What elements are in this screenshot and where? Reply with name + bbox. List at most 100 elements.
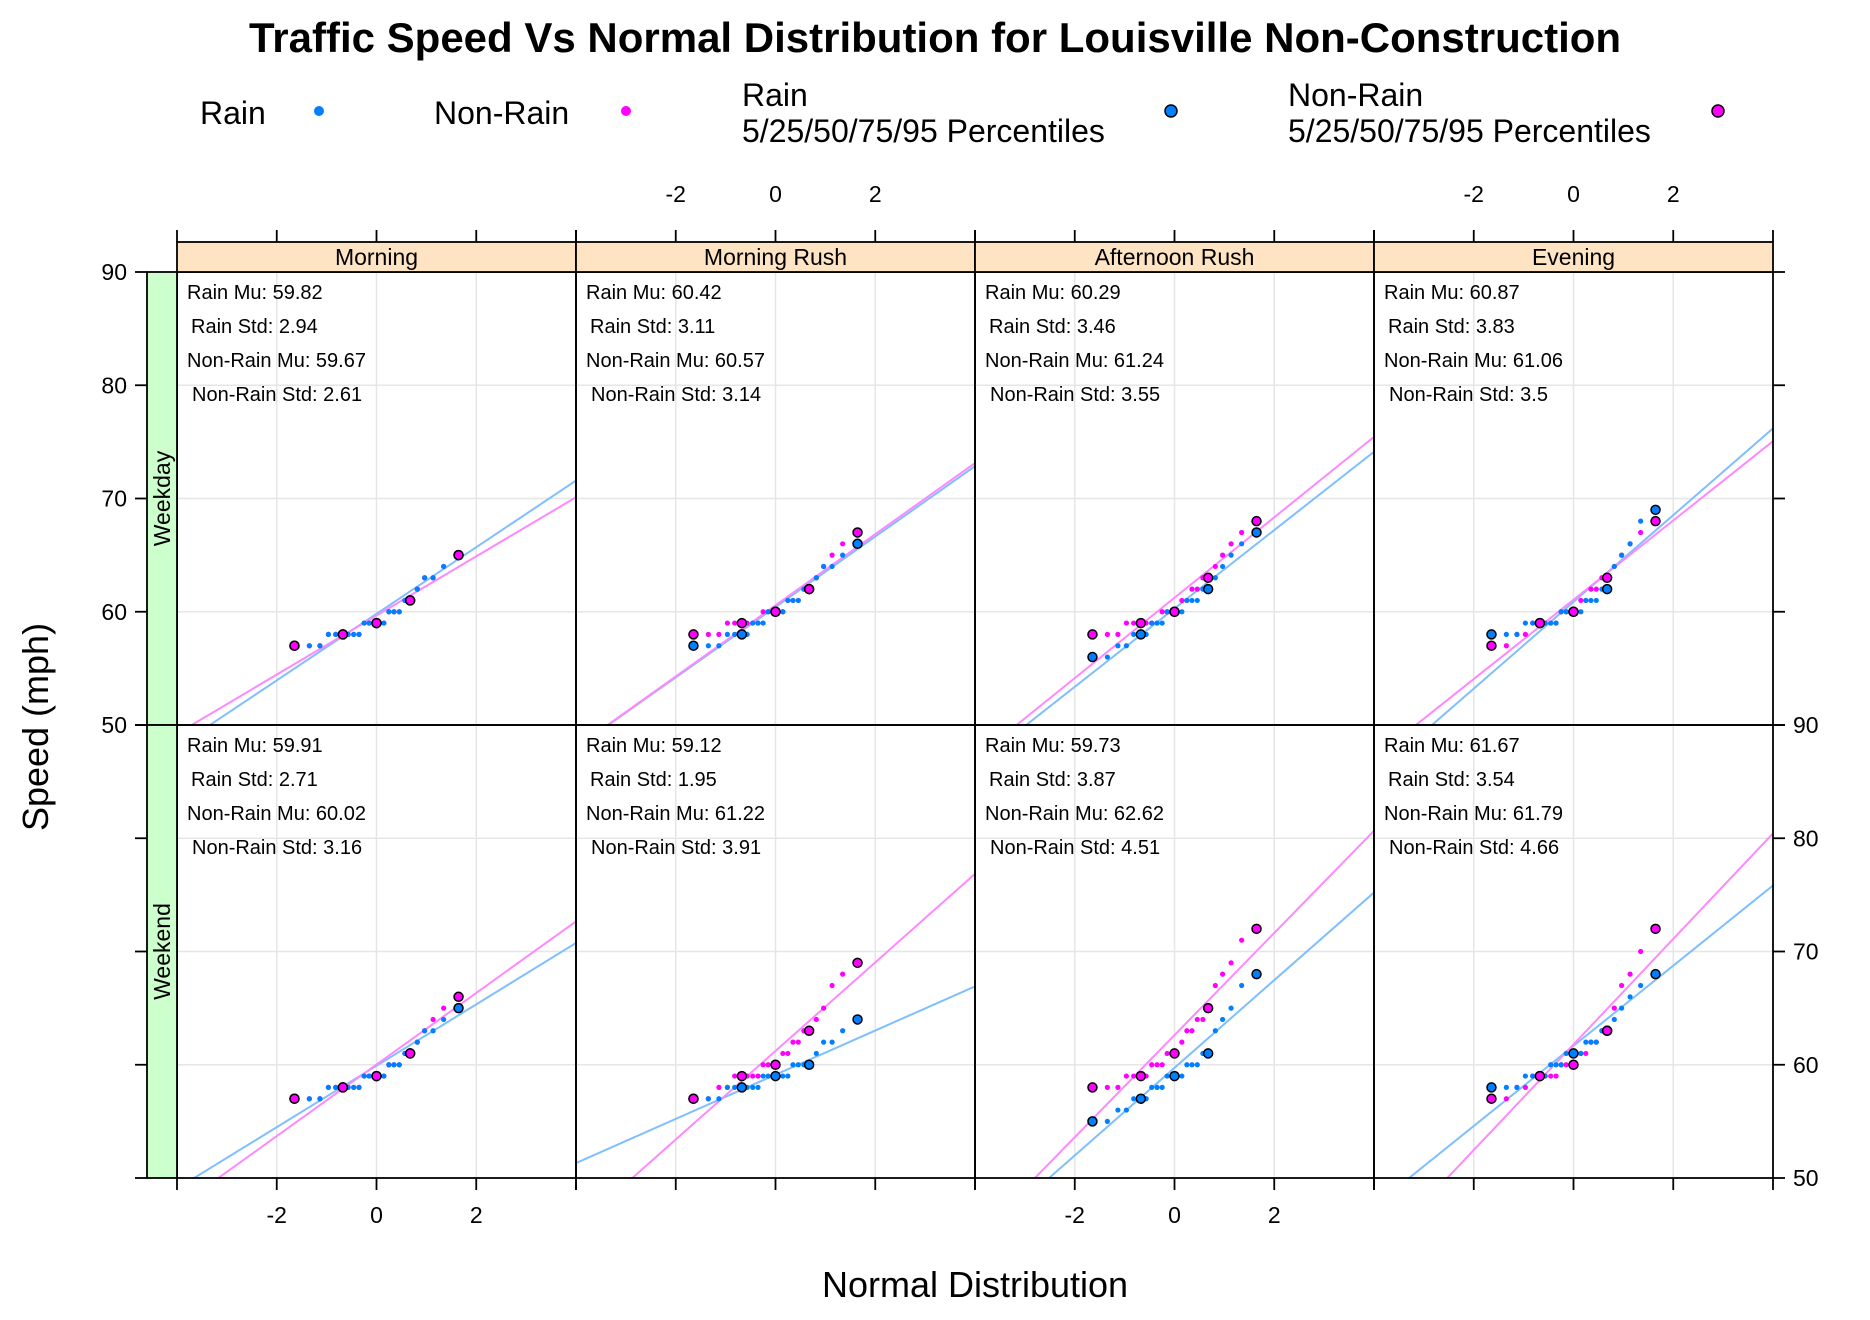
nonrain-point (780, 1050, 786, 1057)
nonrain-point (1228, 960, 1234, 966)
rain-point (333, 1084, 339, 1090)
nonrain-point (1189, 1028, 1195, 1034)
stat-nonrain-std: Non-Rain Std: 3.5 (1389, 384, 1548, 406)
rain-point (1530, 1073, 1536, 1079)
y-tick-label: 60 (101, 599, 127, 625)
rain-point (1638, 982, 1644, 989)
stat-nonrain-std: Non-Rain Std: 4.51 (990, 837, 1160, 859)
rain-percentile-marker (453, 1002, 464, 1014)
nonrain-percentile-marker (1534, 617, 1546, 629)
stat-rain-mu: Rain Mu: 60.87 (1384, 282, 1520, 304)
nonrain-point (732, 620, 738, 626)
rain-percentile-marker (1650, 968, 1661, 980)
nonrain-point (1159, 1062, 1165, 1068)
stat-rain-mu: Rain Mu: 59.82 (187, 282, 323, 304)
rain-point (1212, 575, 1218, 581)
rain-point (1123, 1107, 1129, 1113)
rain-point (1530, 620, 1536, 626)
rain-point (1563, 1050, 1569, 1057)
rain-point (422, 1028, 428, 1034)
rain-percentile-marker (770, 1070, 781, 1082)
rain-point (780, 609, 786, 615)
stat-rain-mu: Rain Mu: 59.73 (985, 735, 1121, 757)
rain-point (1194, 597, 1200, 604)
nonrain-percentile-marker (371, 1070, 382, 1082)
rain-percentile-marker (1568, 1048, 1579, 1059)
legend-circle-marker (1164, 104, 1178, 118)
nonrain-percentile-marker (1568, 1059, 1579, 1070)
x-tick-label: -2 (666, 181, 686, 207)
nonrain-reference-line (1414, 440, 1773, 725)
nonrain-percentile-marker (736, 1070, 748, 1082)
rain-point (840, 552, 846, 558)
stat-rain-mu: Rain Mu: 60.29 (985, 282, 1121, 304)
nonrain-point (1123, 620, 1129, 626)
panel-weekend-morning-rush: Rain Mu: 59.12 Rain Std: 1.95 Non-Rain Mu:… (575, 724, 976, 1179)
rain-point (351, 631, 357, 638)
nonrain-point (716, 631, 722, 638)
rain-point (795, 1062, 801, 1068)
rain-point (1627, 541, 1633, 547)
nonrain-point (1638, 529, 1644, 536)
nonrain-point (1522, 631, 1528, 638)
rain-percentile-marker (1251, 968, 1262, 980)
rain-reference-line (1430, 427, 1773, 725)
x-tick-label: -2 (1464, 181, 1484, 207)
rain-point (716, 1096, 722, 1102)
rain-point (1593, 597, 1599, 604)
rain-point (1588, 597, 1594, 604)
rain-point (351, 1084, 357, 1090)
nonrain-point (1194, 1016, 1200, 1023)
rain-point (1522, 1073, 1528, 1079)
nonrain-reference-line (1014, 436, 1374, 725)
x-axis-label: Normal Distribution (822, 1264, 1128, 1305)
nonrain-percentile-marker (404, 1048, 416, 1059)
rain-point (1619, 1005, 1625, 1011)
rain-point (1154, 620, 1160, 626)
x-tick-label: 2 (470, 1202, 483, 1228)
rain-point (391, 609, 397, 615)
rain-point (813, 1050, 819, 1057)
nonrain-point (1220, 552, 1226, 558)
rain-point (414, 586, 420, 592)
rain-percentile-marker (852, 1014, 863, 1025)
rain-point (829, 1039, 835, 1045)
rain-point (1558, 1062, 1564, 1068)
rain-point (1553, 1062, 1559, 1068)
panel-weekday-evening: Rain Mu: 60.87 Rain Std: 3.83 Non-Rain Mu:… (1373, 271, 1774, 726)
y-axis-label: Speed (mph) (15, 623, 56, 831)
rain-percentile-marker (1135, 629, 1147, 640)
nonrain-point (1522, 1084, 1528, 1090)
nonrain-percentile-marker (1650, 515, 1661, 527)
stat-nonrain-mu: Non-Rain Mu: 61.06 (1384, 350, 1563, 372)
rain-point (366, 1073, 372, 1079)
nonrain-percentile-marker (1601, 572, 1613, 584)
rain-point (1583, 1039, 1589, 1045)
rain-point (1149, 1084, 1155, 1090)
rain-point (1514, 631, 1520, 638)
rain-point (1593, 1039, 1599, 1045)
rain-point (1583, 597, 1589, 604)
strip-side (146, 724, 178, 1179)
rain-point (780, 1073, 786, 1079)
panel-weekday-afternoon-rush: Rain Mu: 60.29 Rain Std: 3.46 Non-Rain Mu:… (974, 271, 1375, 726)
nonrain-point (840, 971, 846, 977)
nonrain-percentile-marker (371, 617, 382, 629)
rain-point (430, 575, 436, 581)
panel-plot-area (1014, 436, 1374, 725)
rain-point (356, 631, 362, 638)
nonrain-point (840, 541, 846, 547)
strip-side (146, 271, 178, 726)
rain-point (785, 1073, 791, 1079)
x-tick-label: 0 (370, 1202, 383, 1228)
nonrain-point (1627, 971, 1633, 977)
legend-circle-marker (1711, 104, 1725, 118)
rain-point (1159, 620, 1165, 626)
nonrain-percentile-marker (803, 1025, 815, 1037)
nonrain-point (1179, 597, 1185, 604)
panel-plot-area (192, 920, 576, 1178)
rain-point (750, 1084, 756, 1090)
rain-reference-line (1047, 891, 1374, 1178)
rain-point (1619, 552, 1625, 558)
nonrain-point (1179, 1039, 1185, 1045)
